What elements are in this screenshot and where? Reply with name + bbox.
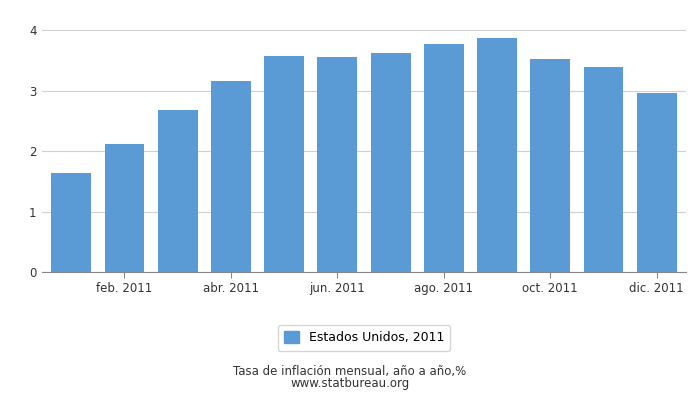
Bar xyxy=(424,44,464,272)
Bar xyxy=(477,38,517,272)
Bar xyxy=(211,81,251,272)
Bar xyxy=(264,56,304,272)
Bar xyxy=(104,144,144,272)
Bar xyxy=(51,174,91,272)
Bar xyxy=(317,57,357,272)
Bar xyxy=(371,52,411,272)
Bar xyxy=(158,110,197,272)
Text: Tasa de inflación mensual, año a año,%: Tasa de inflación mensual, año a año,% xyxy=(233,365,467,378)
Bar xyxy=(584,67,624,272)
Legend: Estados Unidos, 2011: Estados Unidos, 2011 xyxy=(278,325,450,350)
Bar xyxy=(637,93,677,272)
Bar xyxy=(531,58,570,272)
Text: www.statbureau.org: www.statbureau.org xyxy=(290,377,410,390)
